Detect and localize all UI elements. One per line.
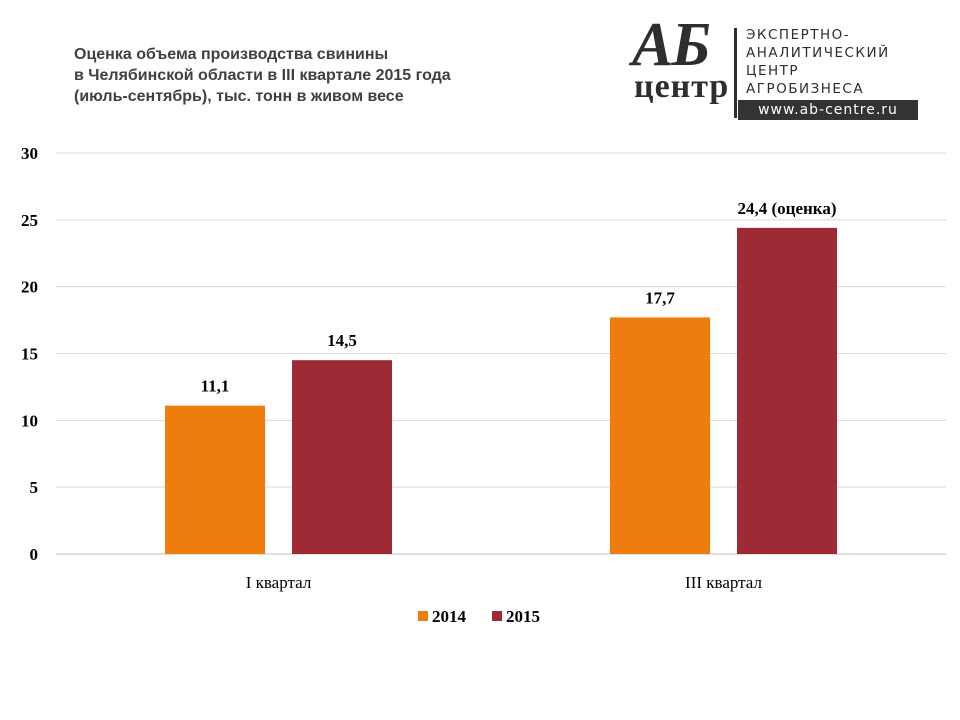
- x-category-label-2: III квартал: [685, 573, 762, 592]
- logo-mark-ab: АБ: [632, 11, 711, 79]
- bar-2015-2: [737, 227, 837, 554]
- bar-2015-1: [292, 360, 392, 554]
- chart-title-line-1: Оценка объема производства свинины: [74, 46, 389, 63]
- bar-2014-2: [610, 317, 710, 554]
- y-tick-label-0: 0: [30, 545, 39, 564]
- y-tick-label-20: 20: [21, 278, 38, 297]
- data-label-2014-1: 11,1: [201, 377, 230, 396]
- data-label-2015-1: 14,5: [327, 331, 357, 350]
- ab-centre-logo: АБ центр ЭКСПЕРТНО- АНАЛИТИЧЕСКИЙ ЦЕНТР …: [628, 14, 928, 124]
- legend-label-2014: 2014: [432, 607, 467, 626]
- x-category-label-1: I квартал: [246, 573, 312, 592]
- legend-swatch-2014: [418, 611, 428, 621]
- chart-title: Оценка объема производства свинины в Чел…: [74, 44, 451, 107]
- logo-divider: [734, 28, 737, 118]
- y-tick-label-30: 30: [21, 144, 38, 163]
- chart-title-line-3: (июль-сентябрь), тыс. тонн в живом весе: [74, 88, 404, 105]
- logo-line-3: ЦЕНТР: [746, 63, 800, 79]
- bar-2014-1: [165, 405, 265, 554]
- y-tick-label-5: 5: [30, 478, 39, 497]
- legend-label-2015: 2015: [506, 607, 540, 626]
- logo-line-1: ЭКСПЕРТНО-: [746, 27, 851, 43]
- logo-org-name: ЭКСПЕРТНО- АНАЛИТИЧЕСКИЙ ЦЕНТР АГРОБИЗНЕ…: [746, 26, 890, 98]
- data-label-2014-2: 17,7: [645, 288, 675, 307]
- y-tick-label-10: 10: [21, 411, 38, 430]
- data-label-2015-2: 24,4 (оценка): [738, 199, 837, 218]
- logo-line-4: АГРОБИЗНЕСА: [746, 81, 865, 97]
- logo-website-url[interactable]: www.ab-centre.ru: [738, 100, 918, 120]
- y-tick-label-25: 25: [21, 211, 38, 230]
- chart-title-line-2: в Челябинской области в III квартале 201…: [74, 67, 451, 84]
- logo-line-2: АНАЛИТИЧЕСКИЙ: [746, 45, 890, 61]
- logo-mark-centr: центр: [634, 68, 730, 105]
- legend-swatch-2015: [492, 611, 502, 621]
- y-tick-label-15: 15: [21, 345, 38, 364]
